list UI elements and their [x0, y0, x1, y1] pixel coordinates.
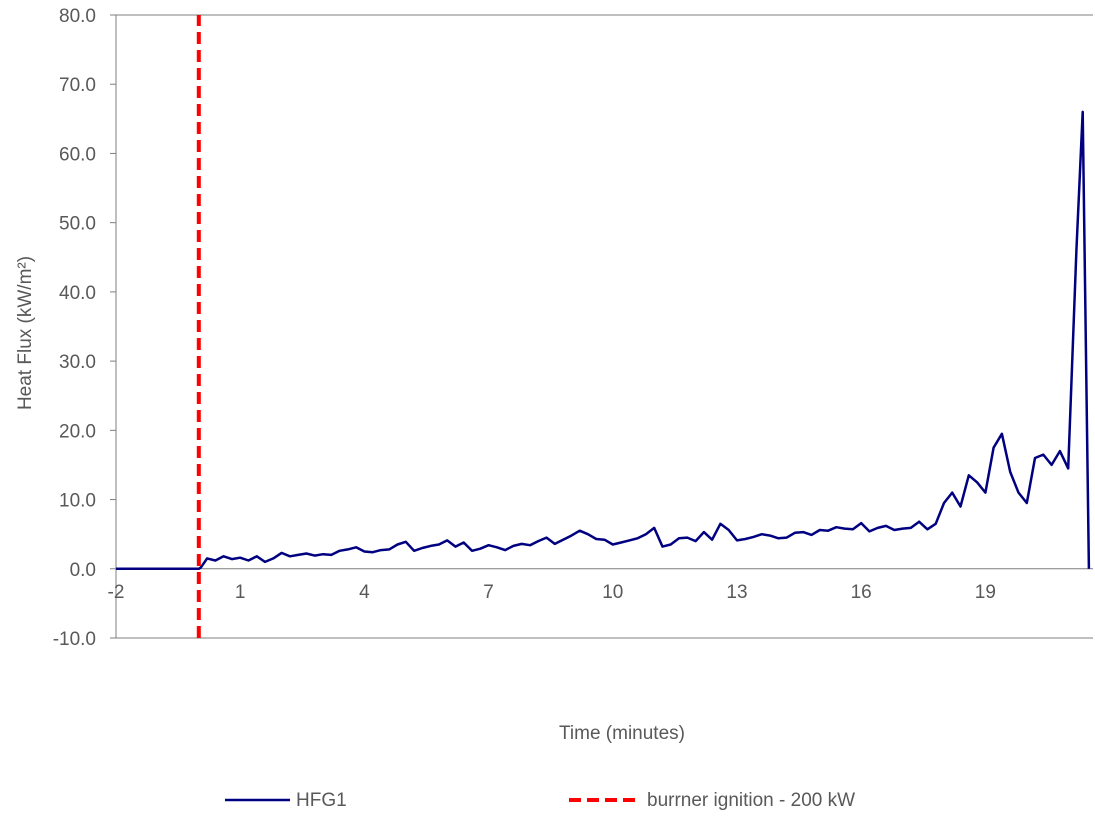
y-tick-label: 10.0: [59, 491, 96, 512]
y-tick-label: 50.0: [59, 214, 96, 235]
x-tick-label: 16: [851, 582, 872, 603]
y-tick-label: 30.0: [59, 352, 96, 373]
x-tick-label: 13: [726, 582, 747, 603]
x-tick-label: 4: [359, 582, 370, 603]
y-tick-label: -10.0: [53, 629, 96, 650]
x-tick-label: 10: [602, 582, 623, 603]
legend: HFG1 burrner ignition - 200 kW: [225, 790, 855, 811]
y-tick-label: 70.0: [59, 75, 96, 96]
y-axis-ticks: -10.0 0.0 10.0 20.0 30.0 40.0 50.0 60.0 70.0 80.0: [53, 6, 116, 650]
series-layer: [116, 15, 1091, 638]
legend-label-hfg1: HFG1: [296, 790, 347, 811]
x-axis-ticks: -2 1 4 7 10 13 16 19: [108, 582, 996, 603]
y-tick-label: 80.0: [59, 6, 96, 27]
x-tick-label: -2: [108, 582, 125, 603]
y-tick-label: 20.0: [59, 421, 96, 442]
hfg1-series-line: [116, 110, 1091, 571]
y-tick-label: 0.0: [70, 560, 96, 581]
x-tick-label: 7: [483, 582, 494, 603]
plot-area: [115, 14, 1093, 639]
legend-label-burner-ignition: burrner ignition - 200 kW: [647, 790, 855, 811]
x-tick-label: 1: [235, 582, 246, 603]
y-tick-label: 60.0: [59, 144, 96, 165]
x-tick-label: 19: [975, 582, 996, 603]
x-axis-title: Time (minutes): [559, 723, 685, 744]
y-tick-label: 40.0: [59, 283, 96, 304]
y-axis-title: Heat Flux (kW/m²): [15, 256, 36, 410]
